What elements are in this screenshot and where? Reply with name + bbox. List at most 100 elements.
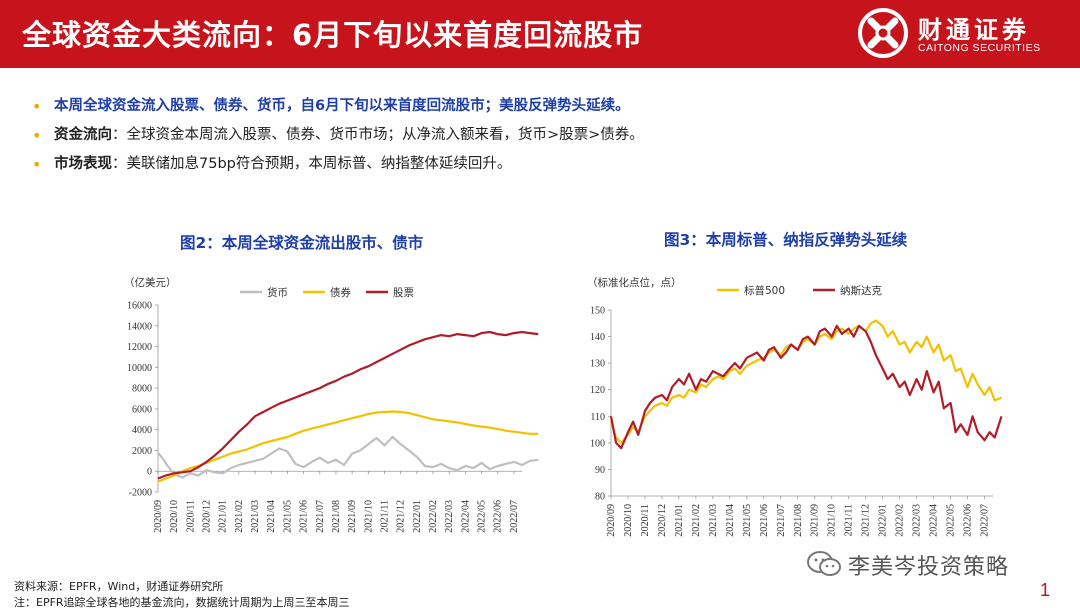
x-tick-label: 2022/05 [946, 504, 957, 537]
unit-label: （亿美元） [124, 276, 177, 289]
y-tick-label: 120 [590, 385, 605, 396]
y-tick-label: 100 [590, 438, 605, 449]
legend-label: 标普500 [744, 284, 785, 297]
y-tick-label: 150 [590, 306, 605, 317]
x-tick-label: 2021/09 [347, 500, 358, 533]
y-tick-label: 14000 [127, 321, 152, 332]
x-tick-label: 2022/06 [963, 504, 974, 537]
legend-label: 债券 [330, 286, 351, 299]
page-title: 全球资金大类流向：6月下旬以来首度回流股市 [22, 18, 644, 52]
y-tick-label: 80 [595, 492, 605, 503]
footnote-source: 资料来源：EPFR，Wind，财通证券研究所 [14, 580, 224, 593]
logo-cn-text: 财通证券 [918, 16, 1030, 44]
x-tick-label: 2021/10 [363, 500, 374, 533]
series-line-纳斯达克 [609, 324, 1003, 450]
y-tick-label: 6000 [132, 404, 152, 415]
header-bar: 全球资金大类流向：6月下旬以来首度回流股市 财通证券 CAITONG SECUR… [0, 0, 1080, 68]
x-tick-label: 2021/05 [282, 500, 293, 533]
chart2-title: 图3：本周标普、纳指反弹势头延续 [664, 231, 908, 249]
x-tick-label: 2021/03 [708, 504, 719, 537]
chart-index-levels: （标准化点位，点） 标普500 纳斯达克 80 90 100 110 120 130 140 150… [587, 276, 1003, 537]
y-tick-label: 0 [147, 467, 152, 478]
x-tick-label: 2021/07 [315, 500, 326, 533]
x-tick-label: 2021/03 [250, 500, 261, 533]
x-tick-label: 2022/01 [878, 504, 889, 537]
series-line-债券 [157, 410, 539, 483]
x-tick-label: 2021/11 [844, 504, 855, 536]
y-tick-label: 140 [590, 332, 605, 343]
x-tick-label: 2022/02 [428, 500, 439, 533]
bullet-item: 市场表现：美联储加息75bp符合预期，本周标普、纳指整体延续回升。 [32, 150, 1032, 179]
x-tick-label: 2020/10 [623, 504, 634, 537]
x-tick-label: 2021/01 [218, 500, 229, 533]
x-tick-label: 2020/10 [169, 500, 180, 533]
bullet-key-market: 市场表现 [54, 156, 112, 172]
unit-label: （标准化点位，点） [587, 276, 682, 289]
company-logo: 财通证券 CAITONG SECURITIES [858, 8, 1068, 60]
y-tick-label: 12000 [127, 342, 152, 353]
x-tick-label: 2021/12 [861, 504, 872, 537]
y-tick-label: 4000 [132, 425, 152, 436]
x-tick-label: 2020/11 [185, 500, 196, 532]
logo-en-text: CAITONG SECURITIES [918, 42, 1041, 54]
x-tick-label: 2021/08 [331, 500, 342, 533]
footnote-note: 注：EPFR追踪全球各地的基金流向，数据统计周期为上周三至本周三 [14, 596, 350, 608]
x-tick-label: 2022/01 [412, 500, 423, 533]
x-tick-label: 2021/11 [379, 500, 390, 532]
x-tick-label: 2022/03 [444, 500, 455, 533]
series-line-股票 [157, 330, 539, 480]
bullet-key-fund-flow: 资金流向 [54, 127, 112, 143]
x-tick-label: 2021/02 [691, 504, 702, 537]
series-line-标普500 [609, 319, 1002, 444]
y-tick-label: 8000 [132, 384, 152, 395]
x-tick-label: 2021/07 [776, 504, 787, 537]
y-tick-label: -2000 [129, 488, 152, 499]
wechat-icon [807, 551, 841, 576]
x-tick-label: 2022/04 [460, 500, 471, 533]
chart-fund-flows: （亿美元） 货币 债券 股票 -2000 0 2000 4000 6000 8000 10000 12… [124, 276, 539, 533]
x-tick-label: 2021/06 [759, 504, 770, 537]
x-tick-label: 2022/07 [509, 500, 520, 533]
y-tick-label: 16000 [127, 301, 152, 312]
bullet-list: 本周全球资金流入股票、债券、货币，自6月下旬以来首度回流股市；美股反弹势头延续。… [32, 92, 1032, 179]
x-tick-label: 2021/01 [674, 504, 685, 537]
bullet-item: 本周全球资金流入股票、债券、货币，自6月下旬以来首度回流股市；美股反弹势头延续。 [32, 92, 1032, 121]
logo-mark-icon [858, 8, 908, 58]
x-tick-label: 2022/04 [929, 504, 940, 537]
legend-label: 股票 [393, 287, 414, 299]
x-tick-label: 2022/06 [493, 500, 504, 533]
bullet-item: 资金流向：全球资金本周流入股票、债券、货币市场；从净流入额来看，货币>股票>债券… [32, 121, 1032, 150]
x-tick-label: 2020/11 [640, 504, 651, 536]
x-tick-label: 2021/08 [793, 504, 804, 537]
bullet-summary: 本周全球资金流入股票、债券、货币，自6月下旬以来首度回流股市；美股反弹势头延续。 [54, 98, 630, 114]
x-tick-label: 2021/09 [810, 504, 821, 537]
y-tick-label: 130 [590, 359, 605, 370]
x-tick-label: 2020/12 [202, 500, 213, 533]
chart1-title: 图2：本周全球资金流出股市、债市 [180, 234, 424, 252]
x-tick-label: 2022/02 [895, 504, 906, 537]
y-tick-label: 90 [595, 465, 605, 476]
x-tick-label: 2022/05 [477, 500, 488, 533]
page-number: 1 [1040, 580, 1051, 600]
x-tick-label: 2022/07 [980, 504, 991, 537]
x-tick-label: 2021/04 [725, 504, 736, 537]
y-tick-label: 10000 [127, 363, 152, 374]
x-tick-label: 2021/02 [234, 500, 245, 533]
y-tick-label: 2000 [132, 446, 152, 457]
y-tick-label: 110 [590, 412, 605, 423]
x-tick-label: 2021/06 [299, 500, 310, 533]
x-tick-label: 2021/10 [827, 504, 838, 537]
x-tick-label: 2020/09 [153, 500, 164, 533]
x-tick-label: 2020/12 [657, 504, 668, 537]
x-tick-label: 2022/03 [912, 504, 923, 537]
x-tick-label: 2021/12 [396, 500, 407, 533]
legend-label: 纳斯达克 [840, 284, 882, 297]
x-tick-label: 2021/04 [266, 500, 277, 533]
x-tick-label: 2021/05 [742, 504, 753, 537]
watermark: 李美岑投资策略 [806, 546, 1046, 582]
bullet-text-market: ：美联储加息75bp符合预期，本周标普、纳指整体延续回升。 [112, 156, 512, 172]
watermark-text: 李美岑投资策略 [848, 555, 1010, 580]
series-line-货币 [157, 435, 539, 479]
legend-label: 货币 [267, 286, 288, 299]
bullet-text-fund-flow: ：全球资金本周流入股票、债券、货币市场；从净流入额来看，货币>股票>债券。 [112, 127, 644, 143]
